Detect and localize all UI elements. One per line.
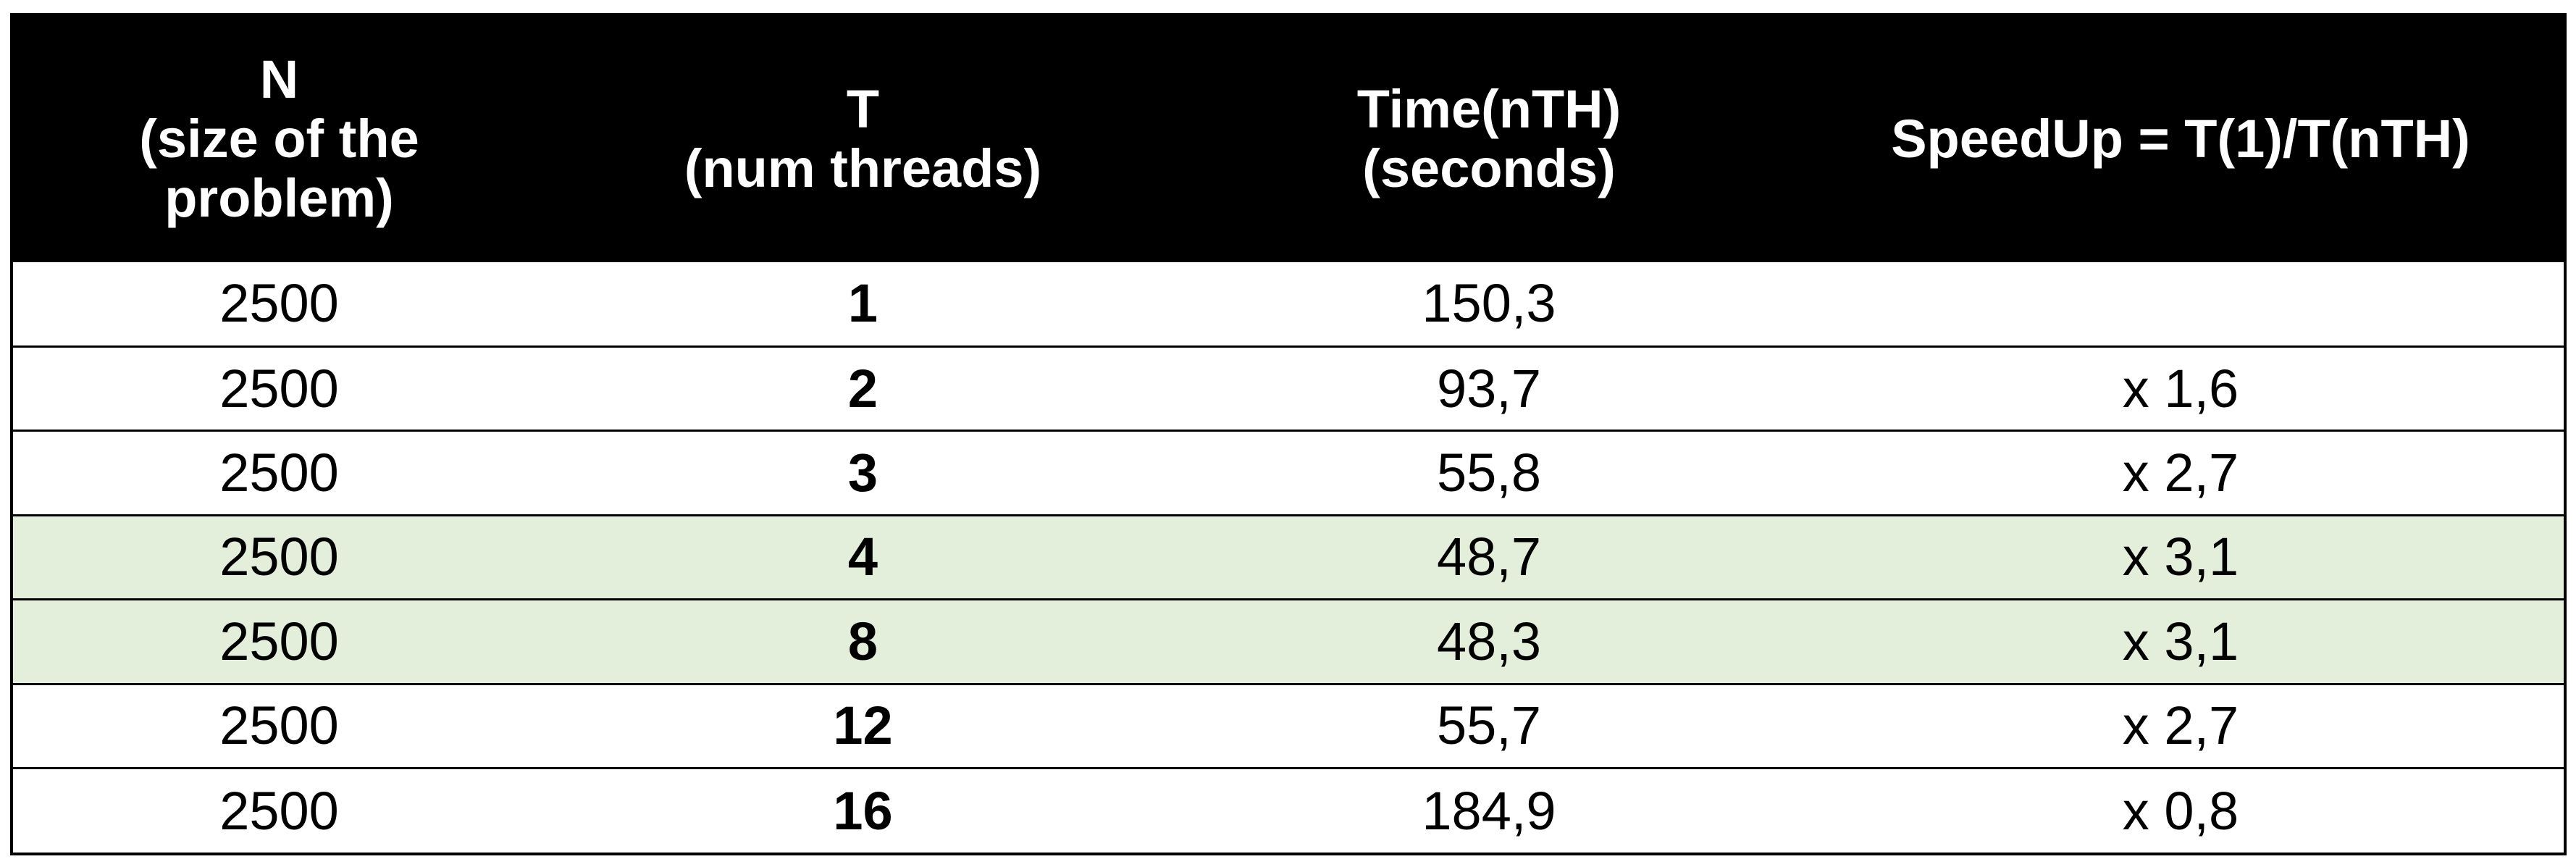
header-problem-size: N (size of the problem) xyxy=(139,49,419,228)
cell-time: 55,7 xyxy=(1180,684,1797,770)
header-time: Time(nTH) (seconds) xyxy=(1356,79,1621,198)
header-speedup: SpeedUp = T(1)/T(nTH) xyxy=(1891,109,2470,169)
cell-time: 48,3 xyxy=(1180,599,1797,685)
cell-num-threads: 16 xyxy=(833,780,893,841)
results-table: N (size of the problem) T (num threads) … xyxy=(13,16,2564,853)
cell-speedup: x 1,6 xyxy=(1797,346,2564,432)
cell-problem-size: 2500 xyxy=(13,599,545,685)
cell-time: 93,7 xyxy=(1180,346,1797,432)
cell-num-threads: 12 xyxy=(545,684,1180,770)
cell-problem-size: 2500 xyxy=(13,430,545,516)
cell-time: 55,8 xyxy=(1180,430,1797,516)
cell-num-threads: 3 xyxy=(545,430,1180,516)
table-row: 2500 4 48,7 x 3,1 xyxy=(13,515,2564,601)
cell-speedup: x 3,1 xyxy=(1797,515,2564,601)
cell-speedup: x 2,7 xyxy=(1797,684,2564,770)
cell-time: 48,7 xyxy=(1180,515,1797,601)
cell-problem-size: 2500 xyxy=(13,262,545,348)
cell-speedup xyxy=(1797,262,2564,348)
cell-time: 184,9 xyxy=(1422,780,1556,841)
table-row: 2500 8 48,3 x 3,1 xyxy=(13,599,2564,685)
table-row: 2500 16 184,9 x 0,8 xyxy=(13,768,2564,853)
header-num-threads: T (num threads) xyxy=(684,79,1042,198)
table-body: 2500 1 150,3 2500 2 93,7 x 1,6 2500 3 55… xyxy=(13,262,2564,853)
table-row: 2500 3 55,8 x 2,7 xyxy=(13,430,2564,516)
speedup-table: N (size of the problem) T (num threads) … xyxy=(10,13,2567,855)
cell-num-threads: 1 xyxy=(545,262,1180,348)
cell-time: 150,3 xyxy=(1180,262,1797,348)
cell-problem-size: 2500 xyxy=(13,515,545,601)
cell-num-threads: 2 xyxy=(545,346,1180,432)
table-row: 2500 12 55,7 x 2,7 xyxy=(13,684,2564,770)
table-row: 2500 2 93,7 x 1,6 xyxy=(13,346,2564,432)
table-header: N (size of the problem) T (num threads) … xyxy=(13,16,2564,262)
cell-num-threads: 4 xyxy=(545,515,1180,601)
cell-problem-size: 2500 xyxy=(13,346,545,432)
cell-speedup: x 3,1 xyxy=(1797,599,2564,685)
header-row: N (size of the problem) T (num threads) … xyxy=(13,16,2564,262)
cell-speedup: x 2,7 xyxy=(1797,430,2564,516)
table-row: 2500 1 150,3 xyxy=(13,262,2564,348)
cell-num-threads: 8 xyxy=(545,599,1180,685)
cell-problem-size: 2500 xyxy=(219,780,339,841)
cell-speedup: x 0,8 xyxy=(2122,780,2239,841)
cell-problem-size: 2500 xyxy=(13,684,545,770)
